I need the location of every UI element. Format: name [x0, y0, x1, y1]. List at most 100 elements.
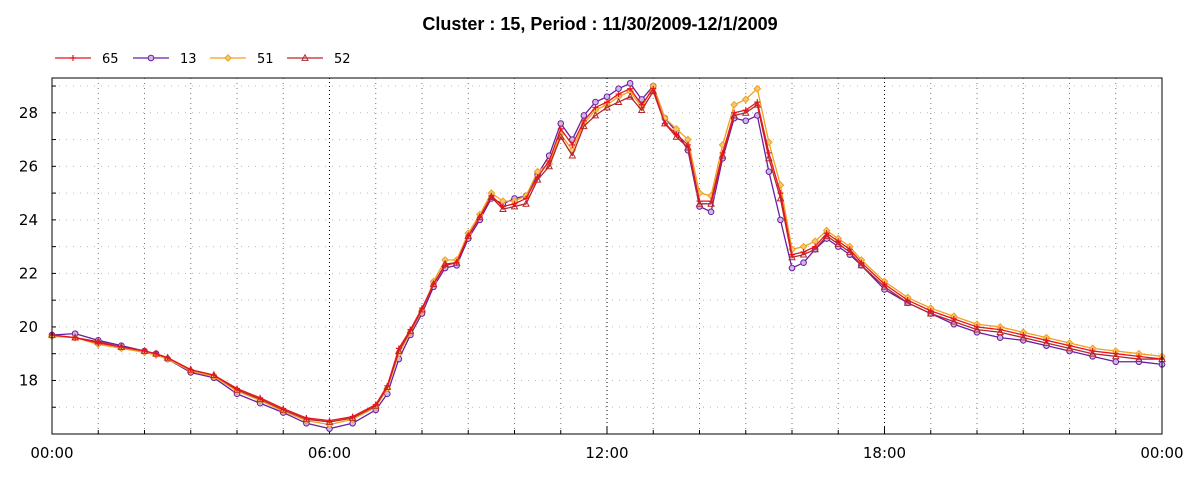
- data-point: [650, 85, 657, 92]
- data-point: [604, 99, 610, 106]
- data-point: [592, 98, 599, 106]
- data-point: [372, 401, 379, 408]
- data-point: [383, 382, 392, 391]
- data-point: [1088, 349, 1097, 357]
- data-point: [614, 97, 623, 105]
- legend-item-52: 52: [287, 52, 351, 67]
- data-point: [141, 348, 148, 355]
- data-point: [996, 328, 1004, 336]
- y-tick-label: 18: [19, 371, 38, 389]
- data-point: [418, 305, 426, 313]
- y-tick-label: 28: [19, 104, 38, 122]
- data-point: [384, 382, 391, 389]
- data-point: [325, 417, 334, 425]
- data-point: [753, 84, 762, 93]
- data-point: [812, 243, 819, 250]
- series-line-13: [51, 82, 1163, 430]
- data-point: [348, 413, 357, 421]
- data-point: [996, 334, 1004, 341]
- data-point: [973, 325, 981, 333]
- data-point: [511, 200, 518, 207]
- data-point: [754, 99, 761, 106]
- plot-frame: [51, 77, 1163, 435]
- data-point: [280, 405, 287, 412]
- data-point: [1135, 353, 1142, 360]
- data-point: [556, 132, 565, 140]
- data-point: [777, 190, 784, 197]
- data-point: [788, 264, 796, 272]
- x-tick-label: 00:00: [1140, 444, 1183, 462]
- data-point: [777, 216, 784, 224]
- legend-label: 52: [334, 52, 351, 67]
- data-point: [1065, 344, 1074, 352]
- legend-label: 13: [180, 52, 197, 67]
- data-point: [719, 149, 726, 156]
- data-point: [638, 101, 645, 108]
- data-point: [523, 195, 530, 202]
- data-point: [904, 297, 911, 304]
- data-point: [950, 315, 957, 322]
- data-point: [1066, 342, 1073, 349]
- legend-item-65: 65: [55, 52, 119, 67]
- data-point: [510, 202, 519, 210]
- data-point: [707, 199, 715, 207]
- data-point: [1112, 358, 1120, 366]
- data-point: [695, 199, 704, 207]
- data-point: [1020, 331, 1027, 338]
- data-point: [545, 162, 554, 170]
- data-point: [592, 104, 599, 111]
- data-point: [800, 248, 807, 255]
- data-point: [210, 372, 217, 379]
- data-point: [499, 204, 507, 213]
- data-point: [765, 168, 773, 175]
- data-point: [788, 253, 796, 261]
- data-point: [950, 317, 958, 325]
- data-point: [835, 238, 842, 245]
- data-point: [395, 346, 403, 354]
- data-point: [234, 385, 240, 392]
- data-point: [615, 91, 622, 98]
- x-tick-label: 06:00: [308, 444, 351, 462]
- y-tick-label: 20: [19, 318, 38, 336]
- data-point: [927, 307, 934, 314]
- data-point: [580, 117, 587, 124]
- data-point: [765, 149, 772, 156]
- data-point: [1019, 333, 1028, 341]
- data-point: [187, 366, 194, 373]
- data-point: [118, 344, 125, 351]
- y-tick-label: 26: [19, 157, 38, 175]
- data-point: [1135, 354, 1143, 362]
- data-point: [302, 415, 311, 423]
- data-point: [153, 350, 160, 357]
- data-point: [419, 305, 425, 312]
- data-point: [476, 214, 483, 221]
- data-point: [684, 141, 691, 148]
- data-point: [903, 298, 912, 306]
- legend-label: 65: [102, 52, 119, 67]
- data-point: [1112, 350, 1119, 357]
- data-point: [997, 326, 1004, 333]
- y-tick-label: 24: [19, 211, 38, 229]
- legend-item-13: 13: [133, 52, 197, 67]
- data-point: [499, 203, 506, 210]
- data-point: [742, 117, 750, 125]
- data-point: [696, 198, 703, 205]
- data-point: [880, 282, 889, 290]
- data-point: [742, 107, 749, 114]
- data-point: [522, 199, 530, 207]
- legend-label: 51: [257, 52, 274, 67]
- data-point: [453, 259, 460, 266]
- data-point: [568, 151, 577, 159]
- data-point: [557, 120, 565, 127]
- data-point: [164, 354, 171, 361]
- data-point: [857, 261, 866, 269]
- x-tick-label: 18:00: [863, 444, 906, 462]
- data-point: [718, 151, 727, 159]
- series-group: [48, 80, 1166, 432]
- data-point: [430, 281, 437, 288]
- data-point: [684, 143, 692, 151]
- data-point: [626, 80, 634, 87]
- data-point: [858, 259, 865, 266]
- legend-marker: [70, 55, 76, 61]
